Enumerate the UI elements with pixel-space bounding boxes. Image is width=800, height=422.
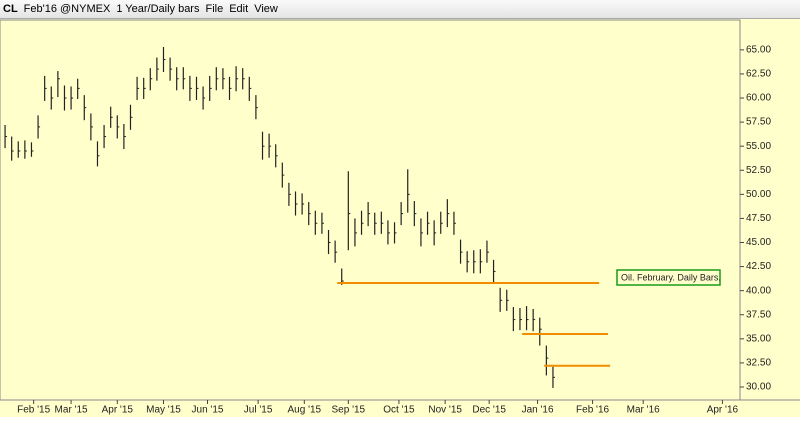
- x-tick-label: Jul '15: [244, 405, 273, 416]
- symbol[interactable]: CL: [3, 3, 18, 15]
- x-tick-label: Apr '16: [707, 405, 739, 416]
- x-tick-label: Apr '15: [102, 405, 134, 416]
- y-tick-label: 60.00: [746, 93, 771, 104]
- y-tick-label: 62.50: [746, 69, 771, 80]
- x-tick-label: Jun '15: [192, 405, 224, 416]
- y-tick-label: 35.00: [746, 333, 771, 344]
- y-tick-label: 55.00: [746, 141, 771, 152]
- menu-item[interactable]: View: [254, 3, 278, 15]
- menu-item[interactable]: File: [205, 3, 224, 15]
- y-tick-label: 47.50: [746, 213, 771, 224]
- background: [0, 19, 800, 417]
- x-tick-label: Dec '15: [472, 405, 506, 416]
- y-tick-label: 42.50: [746, 261, 771, 272]
- x-tick-label: May '15: [146, 405, 181, 416]
- y-tick-label: 50.00: [746, 189, 771, 200]
- y-tick-label: 65.00: [746, 45, 771, 56]
- x-tick-label: Nov '15: [428, 405, 462, 416]
- contract[interactable]: Feb'16 @NYMEX: [23, 3, 111, 15]
- annotation-text: Oil. February. Daily Bars.: [621, 272, 721, 282]
- chart: 30.00 32.50 35.00 37.50 40.00 42.50 45.00 47.50…: [0, 19, 800, 417]
- annotation-box: [616, 269, 721, 286]
- y-tick-label: 45.00: [746, 237, 771, 248]
- y-tick-label: 40.00: [746, 285, 771, 296]
- toolbar: CL Feb'16 @NYMEX 1 Year/Daily bars File …: [0, 0, 800, 19]
- annotation: Oil. February. Daily Bars.: [616, 269, 721, 286]
- x-tick-label: Feb '15: [17, 405, 50, 416]
- x-tick-label: Mar '15: [55, 405, 88, 416]
- menu-item[interactable]: Edit: [229, 3, 249, 15]
- y-tick-label: 52.50: [746, 165, 771, 176]
- y-tick-label: 30.00: [746, 382, 771, 393]
- y-tick-label: 37.50: [746, 309, 771, 320]
- x-tick-label: Mar '16: [627, 405, 660, 416]
- y-tick-label: 57.50: [746, 117, 771, 128]
- x-tick-label: Jan '16: [522, 405, 554, 416]
- x-tick-label: Sep '15: [332, 405, 366, 416]
- y-tick-label: 32.50: [746, 358, 771, 369]
- x-tick-label: Aug '15: [288, 405, 322, 416]
- x-tick-label: Oct '15: [383, 405, 415, 416]
- period[interactable]: 1 Year/Daily bars: [116, 3, 200, 15]
- x-tick-label: Feb '16: [576, 405, 609, 416]
